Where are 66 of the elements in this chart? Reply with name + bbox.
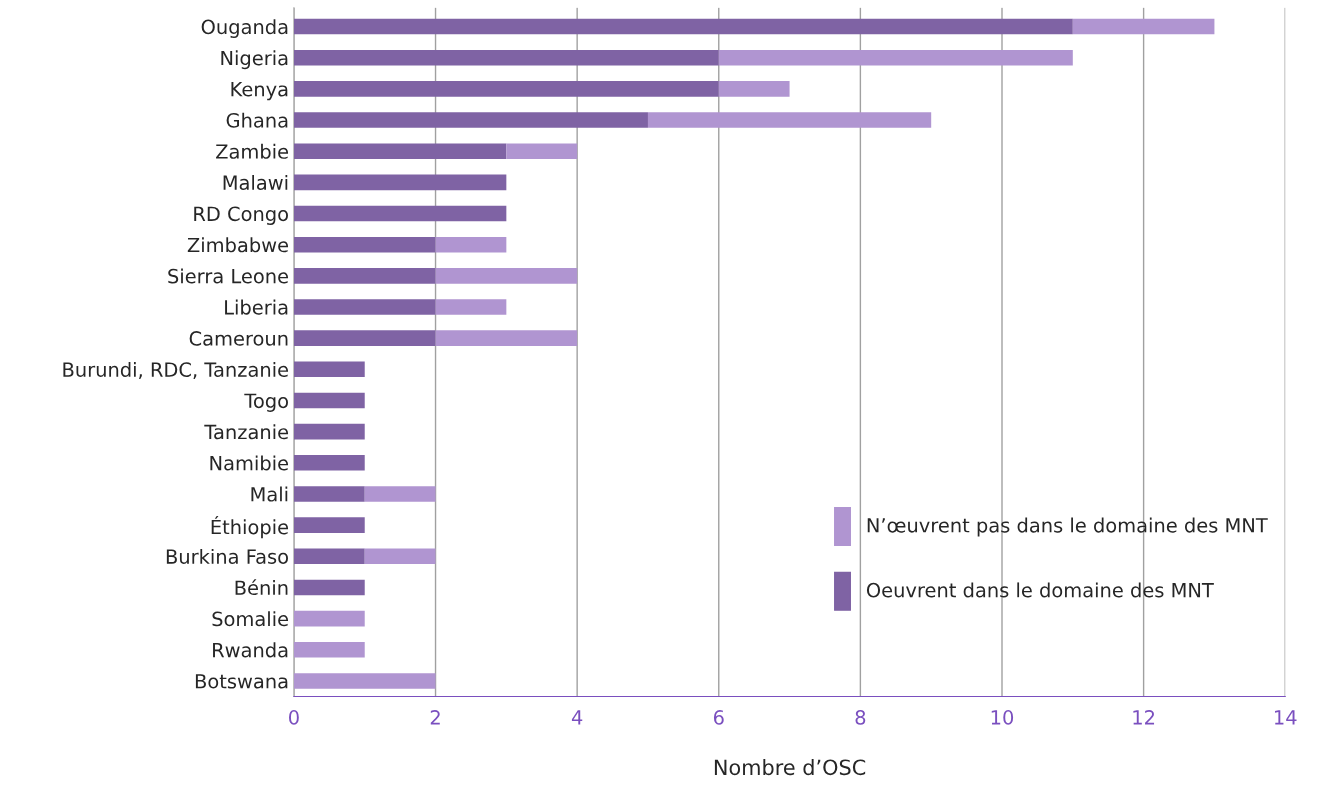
bar [435,236,507,253]
y-tick-label: Sierra Leone [168,268,289,284]
bar [293,641,365,658]
legend-label: N’œuvrent pas dans le domaine des MNT [867,517,1268,537]
bar [293,579,365,596]
x-tick-label: 2 [430,710,440,725]
bar [435,299,507,315]
x-tick-label: 4 [571,710,583,725]
bar [364,548,436,565]
bar [293,673,436,689]
bar [647,112,932,128]
y-tick-label: Éthiopie [211,516,289,539]
y-tick-label: Bénin [235,579,288,596]
bar [293,268,436,284]
y-tick-label: Burkina Faso [166,548,288,564]
bar [435,330,578,346]
x-tick-label: 12 [1133,710,1155,725]
y-tick-label: Liberia [225,299,288,315]
bar [364,486,436,502]
x-axis-title: Nombre d’OSC [714,759,866,776]
y-tick-label: Somalie [212,611,289,627]
y-tick-label: Kenya [231,82,288,101]
bar [293,81,719,97]
x-tick-label: 6 [713,710,724,725]
bar [293,49,719,66]
bar [293,299,436,315]
y-tick-label: Tanzanie [204,424,289,440]
bar [293,174,507,191]
y-tick-label: Burundi, RDC, Tanzanie [63,361,289,379]
bar [435,268,578,284]
y-tick-label: Mali [251,486,288,502]
y-tick-label: Rwanda [213,642,288,658]
x-tick-label: 14 [1275,710,1297,725]
y-tick-label: Malawi [223,174,288,191]
bar [718,49,1073,66]
bar [293,112,648,128]
bar [293,236,436,253]
x-tick-label: 10 [991,710,1014,725]
bar [293,455,365,471]
y-tick-label: Ouganda [201,19,288,38]
bar [293,392,365,409]
bar [293,143,507,159]
y-tick-label: Botswana [195,674,288,689]
bar [293,330,436,346]
y-tick-label: Namibie [210,455,289,471]
y-tick-label: Nigeria [221,50,288,70]
x-tick-label: 0 [289,710,299,725]
bar [293,548,365,565]
y-tick-label: Cameroun [189,331,288,346]
x-tick-label: 8 [855,710,866,725]
bar [293,18,1073,35]
y-tick-label: Togo [244,393,288,412]
y-tick-label: Ghana [226,112,288,128]
y-tick-label: Zimbabwe [187,237,289,253]
legend-label: Oeuvrent dans le domaine des MNT [866,582,1214,598]
bar [293,205,507,222]
bar [293,423,365,440]
y-tick-label: Zambie [216,143,289,159]
bar [293,517,365,533]
bar [506,143,578,159]
y-tick-label: RD Congo [194,206,288,225]
bar [1072,18,1215,35]
bar [718,81,790,97]
bar [293,486,365,502]
bar [293,610,365,627]
bar [293,361,365,378]
